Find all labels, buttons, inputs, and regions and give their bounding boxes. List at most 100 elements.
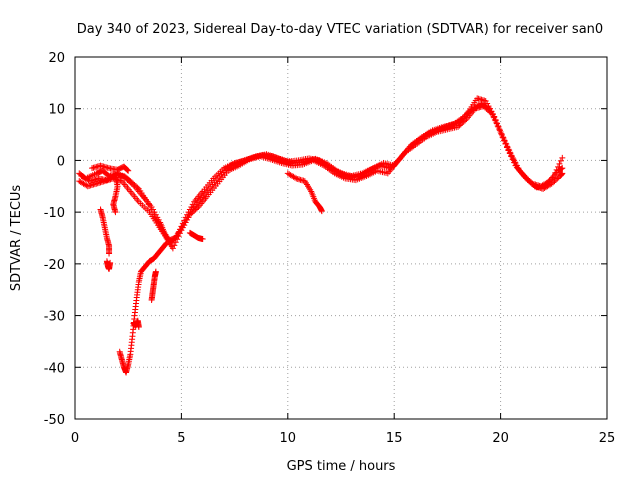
y-tick-label: -40	[44, 361, 65, 376]
data-point	[556, 160, 563, 167]
data-point	[179, 224, 186, 231]
data-point	[480, 103, 487, 110]
data-point	[559, 165, 566, 172]
data-point	[555, 163, 562, 170]
data-point	[494, 122, 501, 129]
data-point	[194, 205, 201, 212]
data-point	[525, 178, 532, 185]
data-point	[506, 147, 513, 154]
data-point	[144, 198, 151, 205]
data-point	[112, 209, 119, 216]
data-point	[128, 179, 135, 186]
x-tick-label: 0	[71, 431, 79, 446]
data-point	[184, 216, 191, 223]
data-point	[510, 156, 517, 163]
data-point	[182, 219, 189, 226]
series-track-a	[76, 100, 566, 247]
series-track-c	[76, 103, 566, 252]
data-point	[172, 239, 179, 246]
data-point	[189, 209, 196, 216]
tick-labels: 0 5 10 15 20 25 -50 -40 -30 -20 -10 0 10 20	[44, 51, 616, 446]
data-point	[499, 132, 506, 139]
data-point	[186, 211, 193, 218]
data-point	[169, 245, 176, 252]
data-point	[106, 250, 113, 257]
series-track-d	[89, 162, 132, 174]
series-track-e	[97, 206, 113, 257]
data-point	[152, 268, 159, 275]
x-axis-label: GPS time / hours	[287, 459, 396, 474]
data-point	[127, 178, 134, 185]
data-point	[455, 123, 462, 130]
data-point	[528, 180, 535, 187]
data-point	[507, 150, 514, 157]
data-point	[484, 100, 491, 107]
y-tick-label: 10	[48, 103, 65, 118]
data-point	[457, 121, 464, 128]
data-point	[501, 138, 508, 145]
data-point	[162, 241, 169, 248]
series-track-h	[116, 240, 170, 376]
data-point	[181, 222, 188, 229]
data-point	[163, 240, 170, 247]
data-point	[459, 119, 466, 126]
grid-lines	[75, 57, 607, 419]
data-point	[191, 207, 198, 214]
data-point	[493, 119, 500, 126]
data-point	[557, 157, 564, 164]
data-point	[554, 175, 561, 182]
data-point	[462, 117, 469, 124]
data-point	[124, 167, 131, 174]
data-point	[484, 107, 491, 114]
data-point	[550, 179, 557, 186]
y-axis-label: SDTVAR / TECUs	[9, 185, 24, 292]
data-point	[552, 169, 559, 176]
plot-frame	[74, 56, 608, 420]
y-tick-label: -20	[44, 258, 65, 273]
y-tick-label: -30	[44, 310, 65, 325]
x-tick-label: 25	[599, 431, 616, 446]
data-point	[171, 242, 178, 249]
data-point	[147, 203, 154, 210]
data-point	[176, 230, 183, 237]
data-point	[192, 206, 199, 213]
data-point	[133, 183, 140, 190]
data-point	[489, 110, 496, 117]
data-point	[513, 162, 520, 169]
data-point	[550, 172, 557, 179]
data-point	[548, 180, 555, 187]
series-track-k	[186, 229, 206, 243]
series-track-j	[148, 268, 159, 304]
data-point	[175, 233, 182, 240]
data-point	[551, 178, 558, 185]
data-point	[553, 166, 560, 173]
data-point	[188, 210, 195, 217]
x-tick-label: 5	[177, 431, 185, 446]
data-point	[486, 108, 493, 115]
data-point	[174, 236, 181, 243]
y-tick-label: -50	[44, 413, 65, 428]
axis-ticks	[74, 56, 608, 420]
chart-title: Day 340 of 2023, Sidereal Day-to-day VTE…	[77, 22, 603, 37]
data-point	[482, 97, 489, 104]
data-point	[145, 201, 152, 208]
data-point	[496, 125, 503, 132]
data-point	[199, 236, 206, 243]
data-point	[511, 159, 518, 166]
data-point	[559, 154, 566, 161]
data-point	[107, 259, 114, 266]
data-point	[134, 184, 141, 191]
data-point	[125, 167, 132, 174]
data-point	[491, 116, 498, 123]
data-point	[483, 105, 490, 112]
data-point	[527, 179, 534, 186]
x-tick-label: 15	[386, 431, 403, 446]
data-point	[508, 153, 515, 160]
data-point	[559, 170, 566, 177]
series-track-f	[103, 258, 114, 273]
data-point	[135, 323, 142, 330]
data-point	[487, 109, 494, 116]
data-point	[503, 141, 510, 148]
data-point	[481, 104, 488, 111]
